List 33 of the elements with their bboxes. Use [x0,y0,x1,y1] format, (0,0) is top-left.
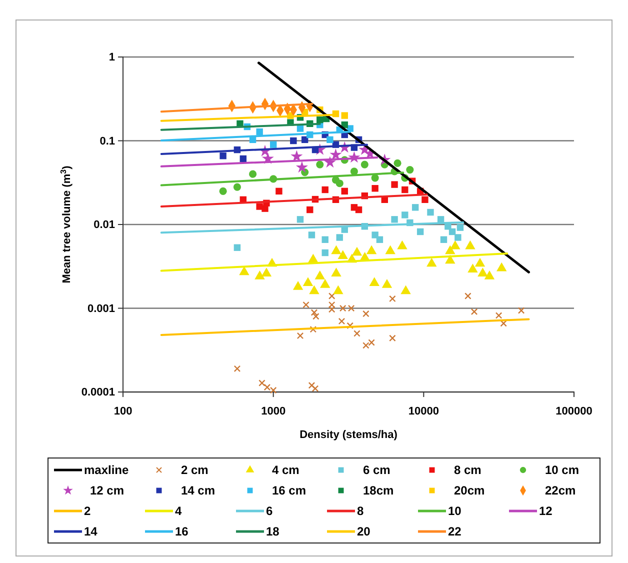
legend-label: 10 [448,504,462,518]
x-tick-label: 10000 [408,405,439,418]
legend-label: 10 cm [545,463,580,477]
legend-label: 4 cm [272,463,300,477]
legend-label: 12 [539,504,553,518]
legend-label: 16 cm [272,484,306,498]
legend-label: 18cm [363,484,394,498]
x-tick-label: 100000 [556,405,592,418]
legend-label: 16 [175,524,189,538]
legend-label: 22 [448,524,462,538]
legend-label: 6 cm [363,463,390,477]
legend-label: 6 [266,504,273,518]
legend-label: 12 cm [90,484,124,498]
legend-label: 2 [84,504,91,518]
legend-label: 18 [266,524,280,538]
legend-label: 2 cm [181,463,208,477]
legend-label: 22cm [545,484,576,498]
legend-label: 14 [84,524,98,538]
y-tick-label: 0.01 [94,219,115,232]
x-tick-label: 1000 [261,405,286,418]
legend-label: 20cm [454,484,485,498]
legend-label: 4 [175,504,182,518]
y-tick-label: 0.1 [100,135,115,148]
legend-label: 8 [357,504,364,518]
y-tick-label: 0.001 [87,302,115,315]
y-tick-label: 0.0001 [81,386,115,399]
legend-label: maxline [84,463,130,477]
y-tick-label: 1 [108,52,115,64]
legend-label: 8 cm [454,463,482,477]
x-axis-title: Density (stems/ha) [300,429,398,441]
x-tick-label: 100 [114,405,132,418]
legend-label: 20 [357,524,371,538]
legend-label: 14 cm [181,484,216,498]
